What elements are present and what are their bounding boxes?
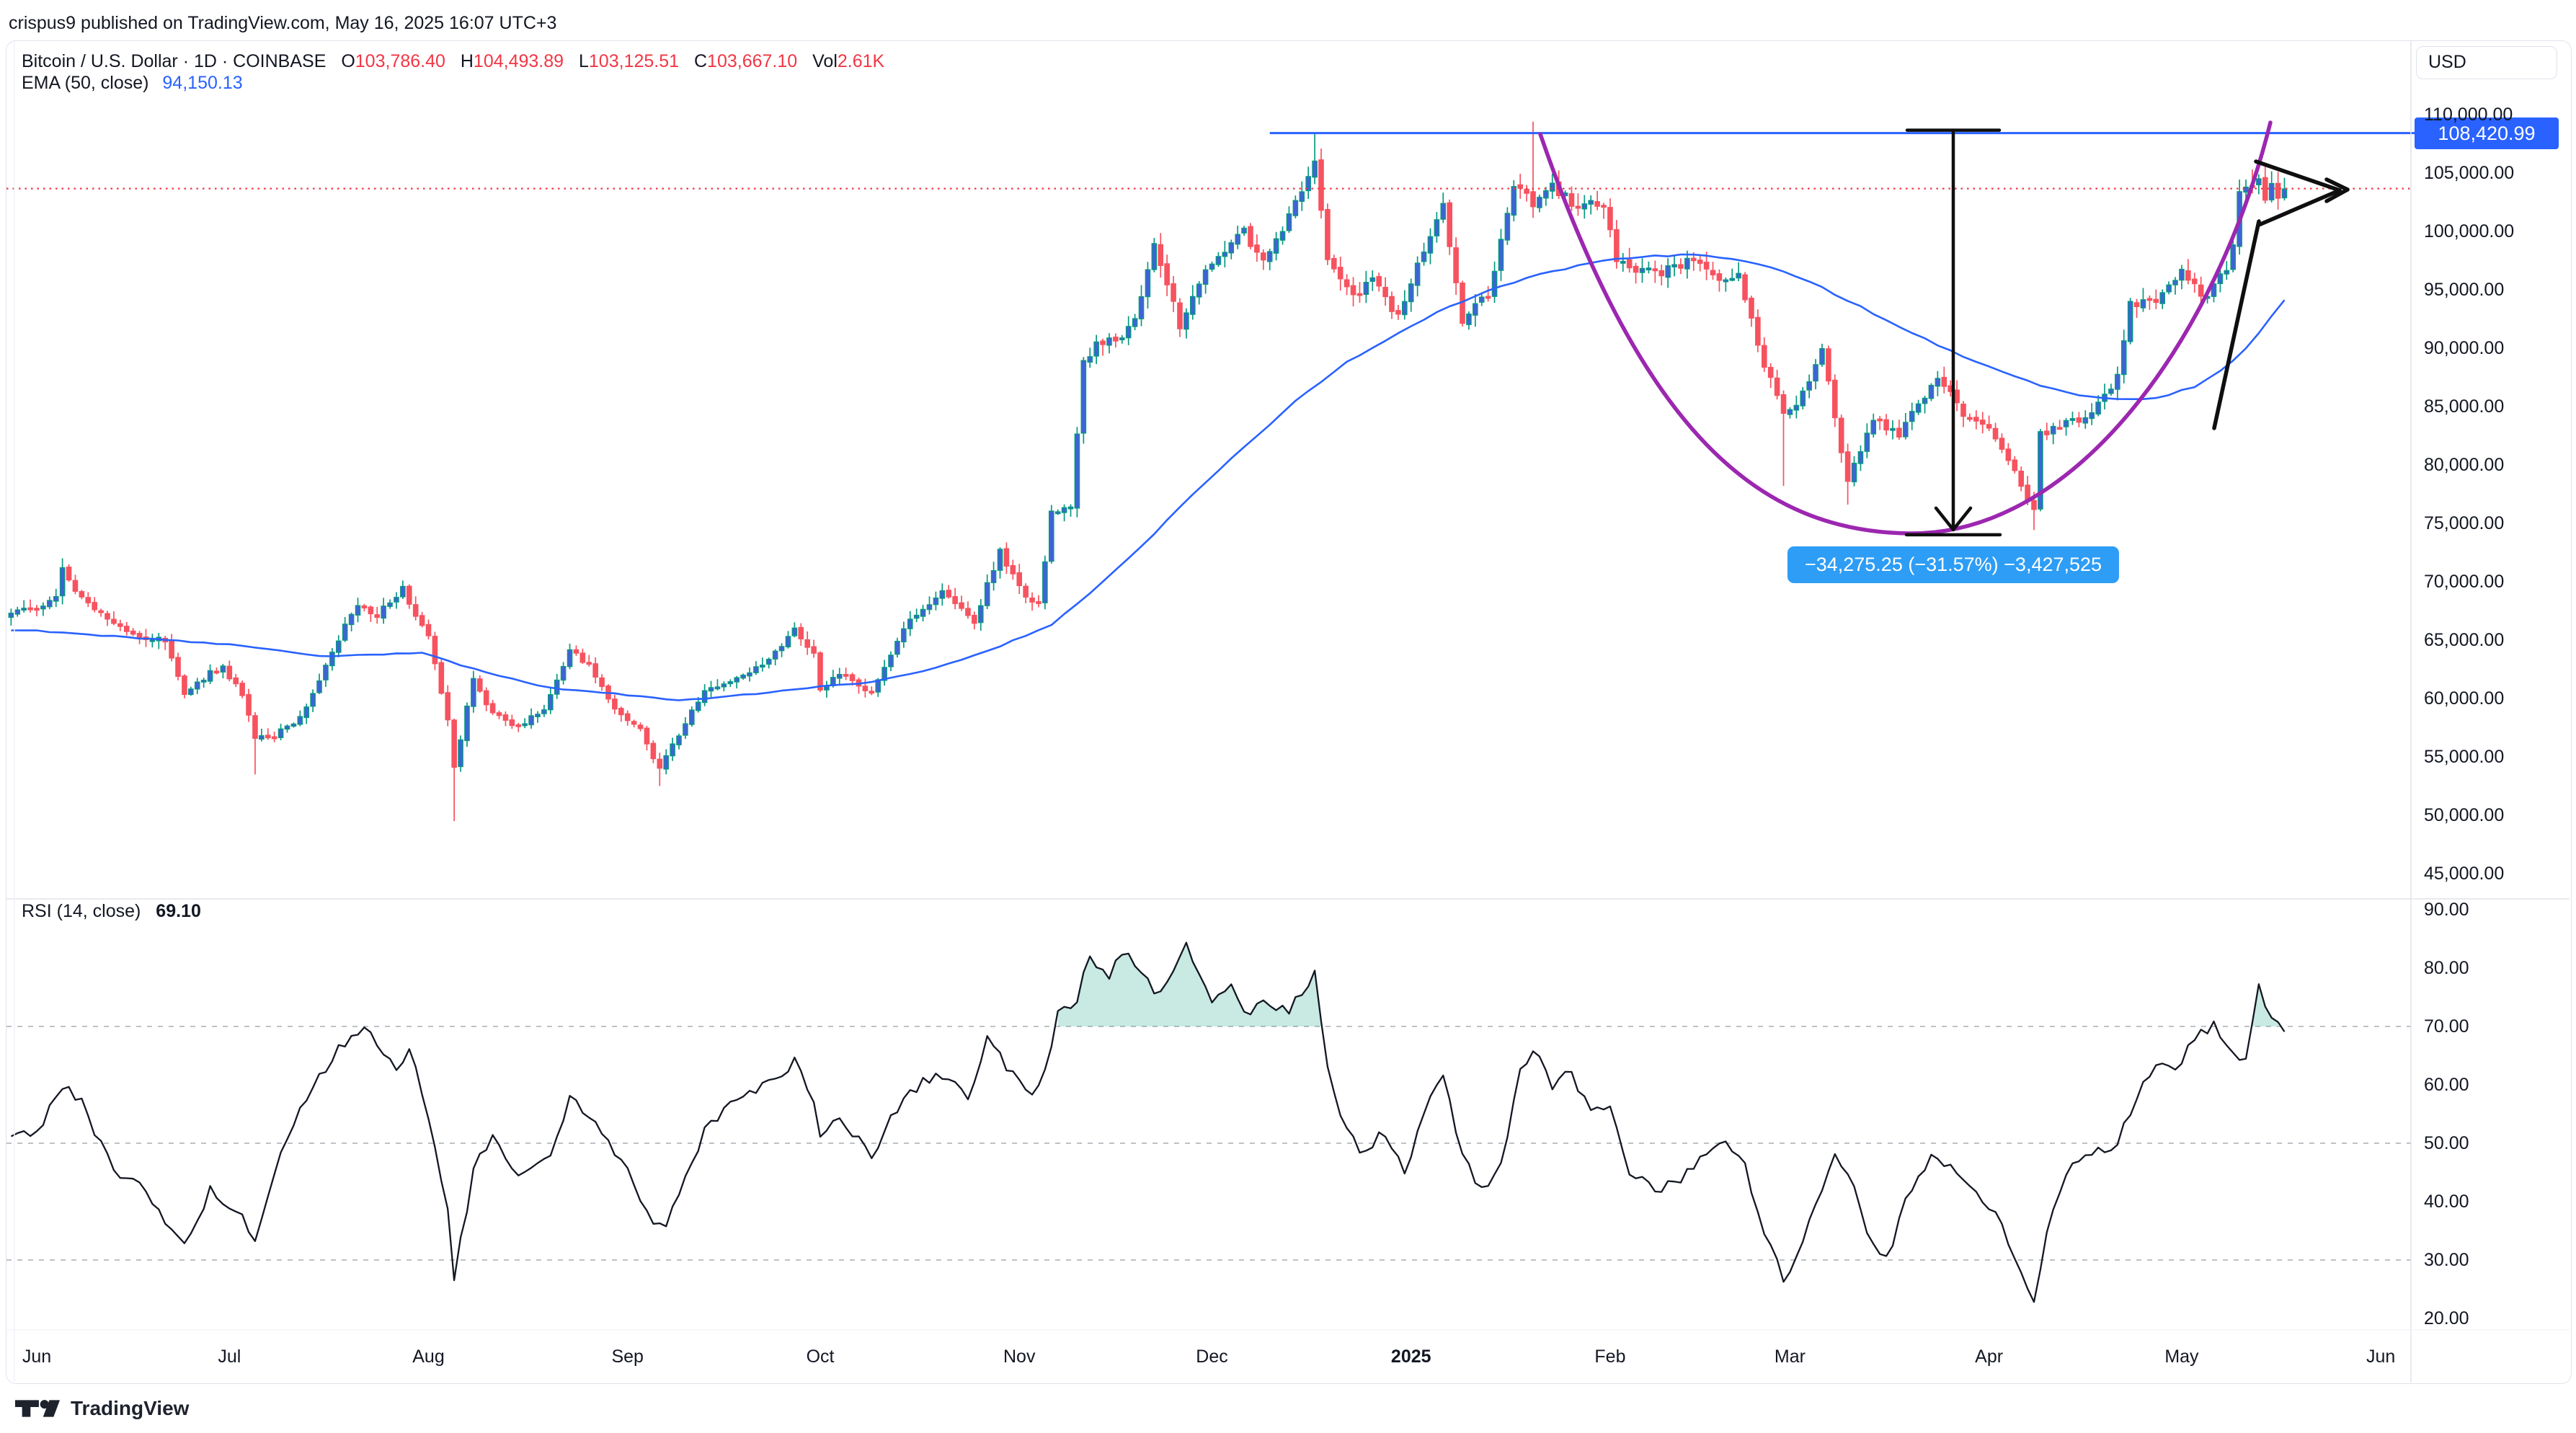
price-axis-label: 65,000.00 — [2424, 630, 2505, 650]
legend-separator: · — [182, 51, 194, 71]
time-axis-label: Apr — [1975, 1347, 2004, 1367]
high-value: 104,493.89 — [473, 51, 564, 71]
resistance-price-badge: 108,420.99 — [2415, 117, 2559, 149]
ema-line[interactable] — [11, 253, 2286, 701]
price-axis-label: 50,000.00 — [2424, 805, 2505, 825]
price-axis-label: 100,000.00 — [2424, 221, 2515, 241]
price-axis-label: 75,000.00 — [2424, 513, 2505, 533]
price-axis-label: 90,000.00 — [2424, 338, 2505, 358]
open-value: 103,786.40 — [355, 51, 445, 71]
rsi-axis-label: 30.00 — [2424, 1250, 2469, 1270]
price-axis-label: 45,000.00 — [2424, 864, 2505, 884]
tradingview-logo-icon — [14, 1400, 61, 1417]
rsi-axis-label: 90.00 — [2424, 900, 2469, 920]
measure-drawing[interactable] — [1904, 128, 2002, 537]
rsi-label: RSI (14, close) — [22, 901, 141, 921]
rsi-axis-label: 80.00 — [2424, 958, 2469, 978]
pane-borders — [6, 40, 2570, 1383]
time-axis-label: Jul — [218, 1347, 241, 1367]
price-axis-label: 80,000.00 — [2424, 455, 2505, 475]
time-axis-label: 2025 — [1390, 1347, 1431, 1367]
exchange-label: COINBASE — [233, 51, 327, 71]
close-letter: C — [693, 51, 708, 71]
price-axis-label: 105,000.00 — [2424, 163, 2515, 183]
time-axis-label: Aug — [412, 1347, 445, 1367]
close-value: 103,667.10 — [707, 51, 798, 71]
measure-label: −34,275.25 (−31.57%) −3,427,525 — [1787, 546, 2120, 583]
price-axis-label: 55,000.00 — [2424, 747, 2505, 767]
time-axis-label: Oct — [806, 1347, 835, 1367]
low-value: 103,125.51 — [588, 51, 680, 71]
time-axis-label: Mar — [1774, 1347, 1806, 1367]
price-axis-label: 60,000.00 — [2424, 688, 2505, 709]
time-axis-label: Sep — [611, 1347, 644, 1367]
ema-legend[interactable]: EMA (50, close) 94,150.13 — [22, 73, 243, 94]
time-axis-label: Feb — [1594, 1347, 1626, 1367]
ema-value: 94,150.13 — [162, 73, 243, 93]
rsi-pane-content — [6, 941, 2411, 1303]
rsi-axis-label: 20.00 — [2424, 1308, 2469, 1328]
published-byline: crispus9 published on TradingView.com, M… — [9, 13, 557, 33]
pennant-drawing[interactable] — [2212, 159, 2350, 430]
time-axis-label: May — [2164, 1347, 2199, 1367]
rsi-axis-label: 40.00 — [2424, 1192, 2469, 1212]
volume-letter: Vol — [812, 51, 838, 71]
user-drawings[interactable] — [6, 120, 2416, 537]
chart-card — [6, 40, 2572, 1384]
tradingview-logo-text: TradingView — [71, 1397, 190, 1419]
currency-toggle-button[interactable]: USD — [2416, 46, 2557, 79]
cup-arc-drawing[interactable] — [1538, 120, 2273, 536]
symbol-title[interactable]: Bitcoin / U.S. Dollar — [22, 51, 178, 71]
candlestick-series — [8, 121, 2288, 822]
volume-value: 2.61K — [837, 51, 885, 71]
time-axis-label: Jun — [22, 1347, 52, 1367]
tradingview-footer[interactable]: TradingView — [14, 1397, 189, 1420]
open-letter: O — [341, 51, 355, 71]
rsi-axis-label: 70.00 — [2424, 1016, 2469, 1037]
rsi-value: 69.10 — [156, 901, 201, 921]
price-axis-label: 70,000.00 — [2424, 572, 2505, 592]
rsi-axis-label: 60.00 — [2424, 1075, 2469, 1095]
price-axis-label: 110,000.00 — [2424, 105, 2513, 125]
rsi-axis-label: 50.00 — [2424, 1133, 2469, 1153]
interval-label[interactable]: 1D — [193, 51, 217, 71]
price-axis-label: 95,000.00 — [2424, 280, 2505, 300]
legend-separator2: · — [216, 51, 234, 71]
time-axis-label: Dec — [1196, 1347, 1228, 1367]
symbol-legend[interactable]: Bitcoin / U.S. Dollar · 1D · COINBASE O1… — [22, 51, 884, 72]
price-axis-label: 85,000.00 — [2424, 396, 2505, 417]
ema-label: EMA (50, close) — [22, 73, 149, 93]
time-axis-label: Jun — [2366, 1347, 2396, 1367]
low-letter: L — [579, 51, 589, 71]
rsi-legend[interactable]: RSI (14, close) 69.10 — [22, 901, 201, 922]
high-letter: H — [460, 51, 474, 71]
time-axis-label: Nov — [1003, 1347, 1036, 1367]
